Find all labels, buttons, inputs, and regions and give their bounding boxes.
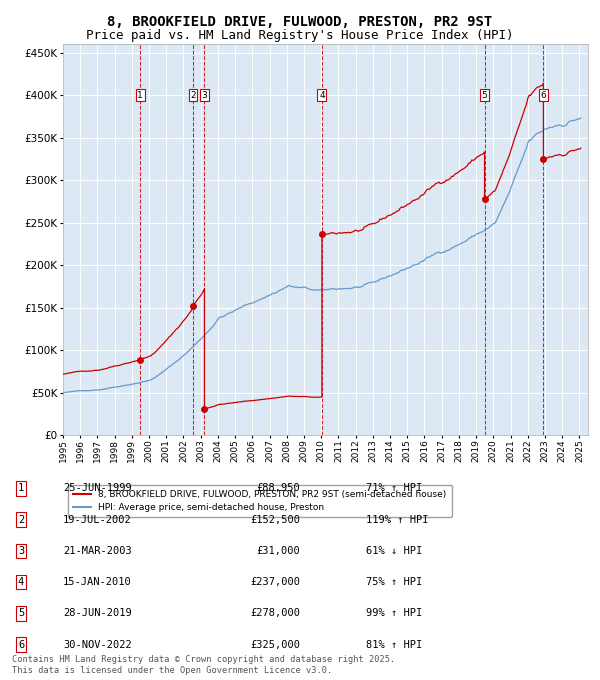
Text: 5: 5 [482, 90, 487, 99]
Text: 61% ↓ HPI: 61% ↓ HPI [366, 546, 422, 556]
Text: £237,000: £237,000 [250, 577, 300, 587]
Text: 75% ↑ HPI: 75% ↑ HPI [366, 577, 422, 587]
Text: Contains HM Land Registry data © Crown copyright and database right 2025.
This d: Contains HM Land Registry data © Crown c… [12, 655, 395, 675]
Text: 2: 2 [18, 515, 24, 524]
Text: 1: 1 [137, 90, 143, 99]
Text: 119% ↑ HPI: 119% ↑ HPI [366, 515, 428, 524]
Text: 4: 4 [319, 90, 325, 99]
Text: £278,000: £278,000 [250, 609, 300, 618]
Text: £31,000: £31,000 [256, 546, 300, 556]
Text: 21-MAR-2003: 21-MAR-2003 [63, 546, 132, 556]
Text: 6: 6 [18, 640, 24, 649]
Text: 6: 6 [541, 90, 546, 99]
Text: 71% ↑ HPI: 71% ↑ HPI [366, 483, 422, 493]
Text: 81% ↑ HPI: 81% ↑ HPI [366, 640, 422, 649]
Text: 1: 1 [18, 483, 24, 493]
Text: 4: 4 [18, 577, 24, 587]
Text: £152,500: £152,500 [250, 515, 300, 524]
Text: 2: 2 [190, 90, 196, 99]
Text: £88,950: £88,950 [256, 483, 300, 493]
Text: 5: 5 [18, 609, 24, 618]
Text: 25-JUN-1999: 25-JUN-1999 [63, 483, 132, 493]
Text: 28-JUN-2019: 28-JUN-2019 [63, 609, 132, 618]
Text: 99% ↑ HPI: 99% ↑ HPI [366, 609, 422, 618]
Text: Price paid vs. HM Land Registry's House Price Index (HPI): Price paid vs. HM Land Registry's House … [86, 29, 514, 42]
Text: 19-JUL-2002: 19-JUL-2002 [63, 515, 132, 524]
Text: £325,000: £325,000 [250, 640, 300, 649]
Text: 3: 3 [202, 90, 208, 99]
Text: 15-JAN-2010: 15-JAN-2010 [63, 577, 132, 587]
Text: 3: 3 [18, 546, 24, 556]
Text: 30-NOV-2022: 30-NOV-2022 [63, 640, 132, 649]
Legend: 8, BROOKFIELD DRIVE, FULWOOD, PRESTON, PR2 9ST (semi-detached house), HPI: Avera: 8, BROOKFIELD DRIVE, FULWOOD, PRESTON, P… [68, 485, 452, 517]
Text: 8, BROOKFIELD DRIVE, FULWOOD, PRESTON, PR2 9ST: 8, BROOKFIELD DRIVE, FULWOOD, PRESTON, P… [107, 15, 493, 29]
